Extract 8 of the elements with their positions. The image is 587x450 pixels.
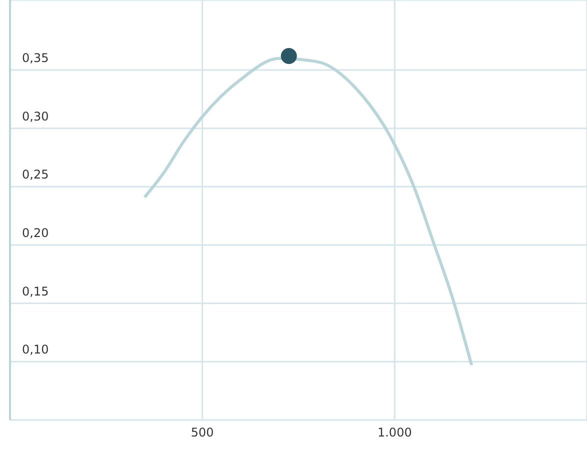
x-tick-label: 1.000 — [377, 426, 412, 440]
y-tick-label: 0,30 — [22, 109, 49, 124]
y-tick-label: 0,35 — [22, 51, 49, 65]
y-tick-label: 0,20 — [22, 226, 49, 240]
y-tick-label: 0,15 — [22, 284, 49, 298]
x-tick-label: 500 — [190, 426, 214, 440]
y-tick-label: 0,10 — [22, 342, 49, 357]
y-tick-label: 0,25 — [22, 168, 49, 182]
